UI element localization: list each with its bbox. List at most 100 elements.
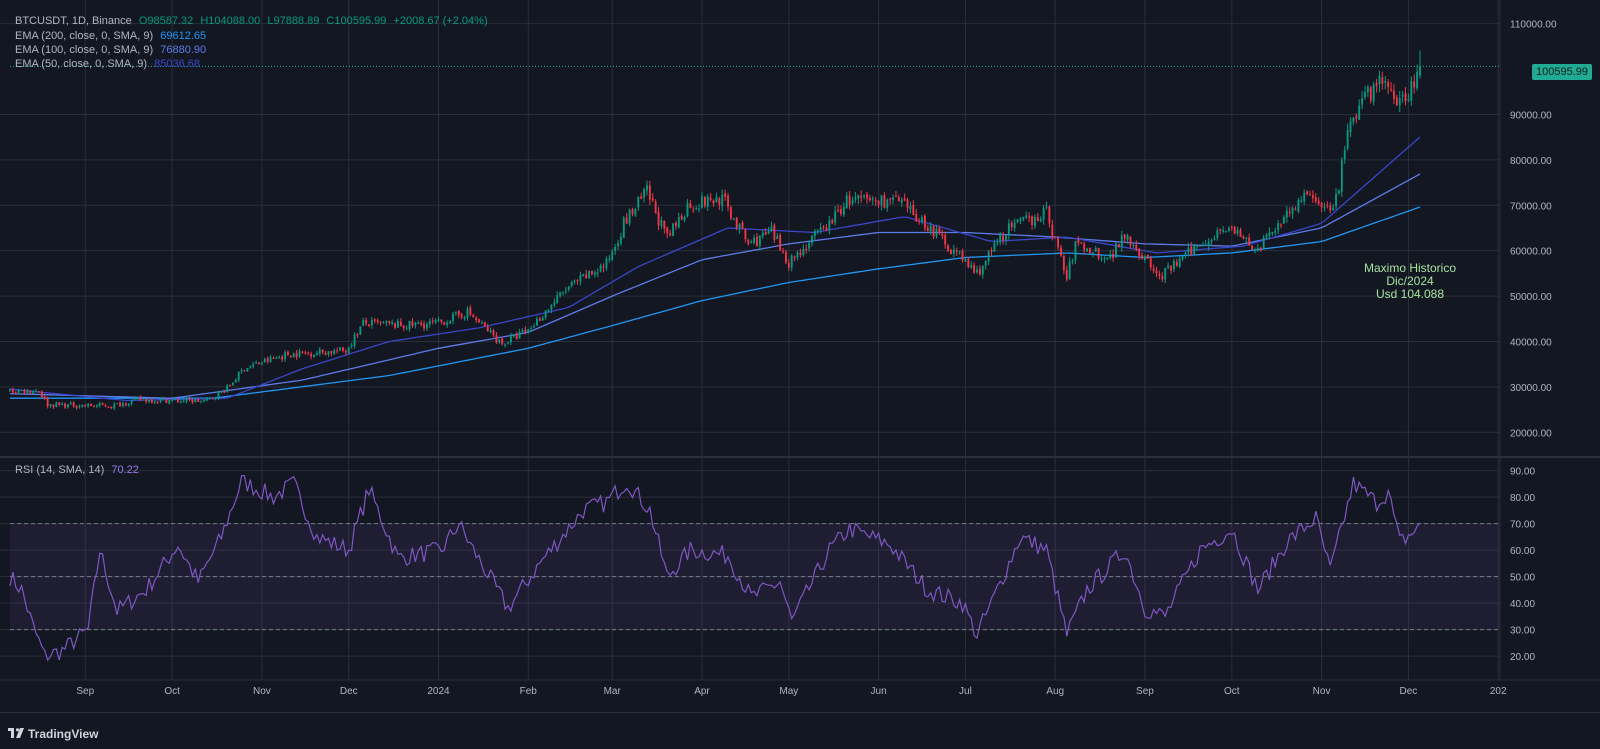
- y-tick-label: 50000.00: [1510, 292, 1552, 303]
- candle-body: [150, 399, 153, 403]
- candle-body: [1022, 216, 1025, 220]
- candle-body: [116, 403, 119, 405]
- candle-body: [1219, 229, 1222, 231]
- candle-body: [440, 319, 443, 322]
- annotation-line-2: Dic/2024: [1386, 274, 1434, 288]
- candle-body: [860, 195, 863, 198]
- candle-body: [999, 235, 1002, 243]
- candle-body: [93, 406, 95, 408]
- candle-body: [756, 236, 758, 246]
- candle-body: [1158, 274, 1161, 276]
- candle-body: [889, 198, 892, 200]
- candle-body: [1190, 246, 1193, 256]
- candle-body: [1207, 241, 1210, 246]
- candle-body: [570, 281, 573, 287]
- candle-body: [591, 270, 593, 274]
- candle-body: [562, 292, 564, 294]
- ema-line: [9, 173, 1421, 399]
- chart-canvas[interactable]: Sep Oct Nov Dec 2024 Feb Mar Apr May Jun Jul Aug Sep…: [0, 0, 1600, 712]
- candle-body: [104, 405, 107, 407]
- price-pane[interactable]: [9, 50, 1500, 411]
- candle-body: [420, 322, 423, 325]
- ema100-legend[interactable]: EMA (100, close, 0, SMA, 9) 76880.90: [15, 43, 210, 57]
- candle-body: [1419, 66, 1421, 76]
- candle-body: [935, 228, 938, 237]
- candle-body: [715, 197, 718, 203]
- candle-body: [1277, 223, 1280, 231]
- candle-body: [538, 318, 541, 321]
- candle-body: [559, 292, 562, 296]
- candle-body: [938, 227, 941, 233]
- candle-body: [619, 236, 622, 244]
- candle-body: [203, 400, 205, 402]
- candle-body: [234, 379, 237, 383]
- candle-body: [1129, 236, 1132, 246]
- candle-body: [918, 221, 921, 223]
- candle-body: [1187, 247, 1190, 253]
- candle-body: [26, 389, 29, 394]
- candle-body: [906, 199, 909, 208]
- candle-body: [579, 275, 582, 282]
- candle-body: [845, 195, 848, 209]
- candle-body: [741, 222, 744, 229]
- rsi-pane[interactable]: [9, 474, 1500, 662]
- ema50-legend[interactable]: EMA (50, close, 0, SMA, 9) 85036.68: [15, 57, 204, 71]
- candle-body: [677, 216, 680, 228]
- candle-body: [113, 403, 116, 409]
- candle-body: [208, 398, 211, 400]
- candle-body: [1384, 80, 1387, 83]
- candle-body: [1152, 268, 1155, 271]
- candle-body: [185, 398, 188, 402]
- candle-body: [162, 398, 165, 400]
- candle-body: [1045, 206, 1048, 208]
- candle-body: [295, 352, 298, 358]
- candle-body: [504, 344, 507, 346]
- candle-body: [168, 400, 171, 404]
- candle-body: [1280, 224, 1282, 226]
- candle-body: [1274, 230, 1277, 233]
- candle-body: [156, 401, 159, 403]
- candle-body: [507, 342, 509, 344]
- rsi-y-tick-label: 60.00: [1510, 546, 1535, 557]
- candle-body: [370, 319, 373, 326]
- rsi-y-tick-label: 50.00: [1510, 573, 1535, 584]
- high-value: H104088.00: [200, 15, 261, 27]
- rsi-line: [9, 474, 1421, 662]
- candle-body: [637, 196, 640, 208]
- candle-body: [663, 220, 666, 229]
- candle-body: [1256, 247, 1259, 251]
- candle-body: [301, 351, 304, 353]
- candle-body: [1065, 270, 1068, 280]
- candle-body: [1343, 150, 1346, 160]
- candle-body: [955, 250, 958, 252]
- candle-body: [744, 229, 747, 240]
- candle-body: [98, 403, 101, 406]
- candle-body: [1378, 75, 1381, 85]
- candle-body: [680, 216, 683, 220]
- candle-body: [842, 207, 845, 215]
- candle-body: [857, 195, 860, 199]
- candle-body: [278, 356, 281, 359]
- candle-body: [428, 320, 431, 325]
- rsi-legend[interactable]: RSI (14, SMA, 14) 70.22: [15, 463, 143, 477]
- candle-body: [941, 234, 944, 237]
- candle-body: [596, 272, 599, 274]
- candle-body: [1230, 227, 1233, 229]
- y-tick-label: 60000.00: [1510, 247, 1552, 258]
- x-tick-label: Oct: [1224, 686, 1240, 697]
- candle-body: [1199, 245, 1201, 247]
- candle-body: [1109, 254, 1112, 258]
- candle-body: [391, 322, 394, 324]
- candle-body: [40, 391, 43, 397]
- candle-body: [1309, 193, 1311, 195]
- candle-body: [382, 322, 385, 324]
- candle-body: [405, 328, 408, 330]
- candle-body: [75, 406, 78, 408]
- tradingview-logo[interactable]: TradingView: [8, 727, 98, 741]
- candle-body: [782, 251, 784, 253]
- ema200-legend[interactable]: EMA (200, close, 0, SMA, 9) 69612.65: [15, 29, 210, 43]
- candle-body: [643, 189, 646, 198]
- candle-body: [246, 368, 249, 372]
- candle-body: [993, 242, 996, 252]
- candle-body: [17, 390, 20, 393]
